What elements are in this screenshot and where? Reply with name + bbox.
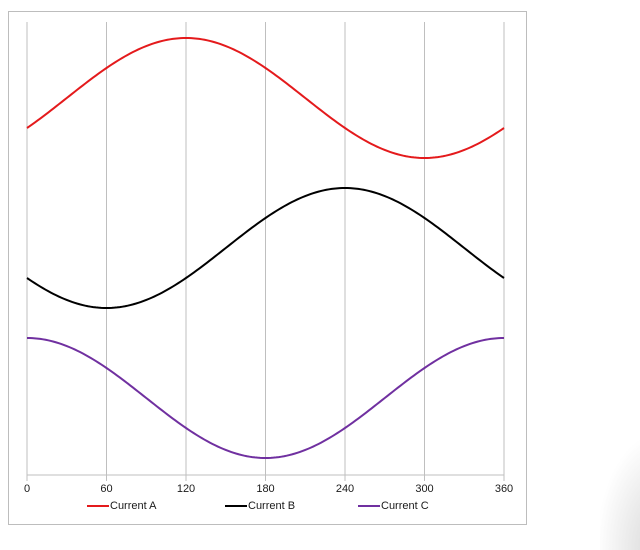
corner-shadow xyxy=(600,440,640,550)
legend-item-current-a[interactable]: Current A xyxy=(87,500,156,512)
x-tick-label: 120 xyxy=(176,483,196,495)
series-line-current-c xyxy=(26,337,505,460)
legend-item-current-c[interactable]: Current C xyxy=(358,500,429,512)
x-tick-label: 240 xyxy=(335,483,355,495)
legend-line-icon xyxy=(87,505,109,507)
series-line-current-b xyxy=(26,186,505,310)
legend-line-icon xyxy=(358,505,380,507)
x-tick-label: 0 xyxy=(23,483,31,495)
x-tick-label: 180 xyxy=(256,483,275,495)
chart-frame xyxy=(8,11,527,525)
vertical-gridlines xyxy=(26,22,505,481)
x-tick-label: 60 xyxy=(100,483,113,495)
legend-label: Current B xyxy=(248,500,296,512)
legend-item-current-b[interactable]: Current B xyxy=(225,500,295,512)
x-tick-label: 360 xyxy=(494,483,514,495)
x-tick-label: 300 xyxy=(415,483,434,495)
series-line-current-a xyxy=(26,36,505,160)
legend-line-icon xyxy=(225,505,247,507)
plot-area xyxy=(26,22,505,481)
series-lines xyxy=(26,36,505,460)
legend-label: Current A xyxy=(110,500,157,512)
legend-label: Current C xyxy=(381,500,429,512)
